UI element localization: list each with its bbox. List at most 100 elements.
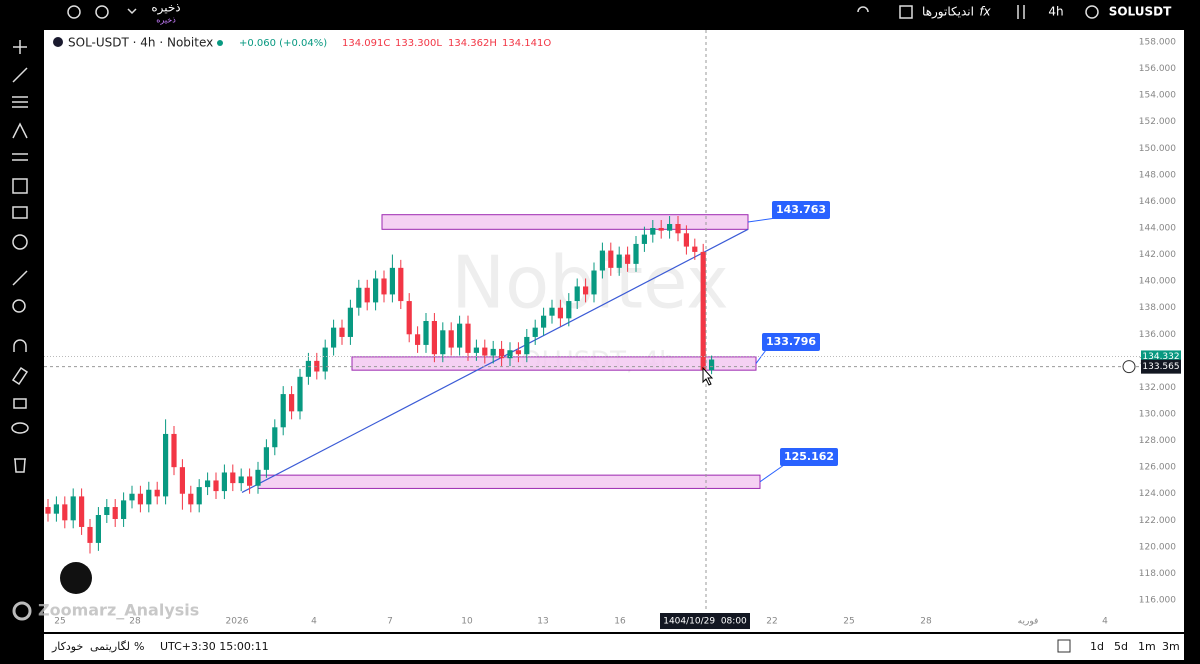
candle-body bbox=[255, 469, 261, 486]
zoom-tool[interactable] bbox=[12, 299, 26, 313]
y-tick-label: 142.000 bbox=[1139, 250, 1176, 260]
ohlc-value: 133.300L bbox=[395, 38, 442, 49]
projection-tool[interactable] bbox=[12, 153, 28, 161]
emoji-tool[interactable] bbox=[12, 234, 28, 250]
y-tick-label: 144.000 bbox=[1139, 223, 1176, 233]
x-tick-label: 10 bbox=[461, 617, 473, 627]
candle-body bbox=[465, 323, 471, 353]
candle-body bbox=[121, 500, 127, 519]
y-tick-label: 132.000 bbox=[1139, 383, 1176, 393]
y-tick-label: 120.000 bbox=[1139, 542, 1176, 552]
x-tick-label: 22 bbox=[766, 617, 777, 627]
log-scale[interactable]: لگاریتمی bbox=[90, 640, 130, 653]
range-button[interactable]: 1m bbox=[1138, 640, 1156, 653]
shape-tool[interactable] bbox=[12, 178, 28, 194]
candle-body bbox=[557, 307, 563, 319]
candle-body bbox=[53, 504, 59, 514]
add-alert[interactable] bbox=[1122, 360, 1136, 374]
text-tool[interactable] bbox=[12, 206, 28, 219]
y-tick-label: 136.000 bbox=[1139, 330, 1176, 340]
candle-body bbox=[499, 348, 505, 359]
visibility-tool[interactable] bbox=[11, 422, 29, 434]
y-tick-label: 152.000 bbox=[1139, 117, 1176, 127]
save-button[interactable]: ذخیره bbox=[151, 1, 180, 16]
symbol-logo bbox=[53, 37, 63, 47]
candle-body bbox=[331, 327, 337, 348]
candle-body bbox=[280, 394, 286, 428]
fx-icon[interactable]: fx bbox=[979, 5, 991, 19]
zone-connector bbox=[747, 217, 777, 223]
zone-label-box bbox=[780, 448, 838, 466]
y-tick-label: 158.000 bbox=[1139, 37, 1176, 47]
candle-body bbox=[238, 476, 244, 484]
candle-body bbox=[658, 227, 664, 231]
y-tick-label: 154.000 bbox=[1139, 91, 1176, 101]
credit-logo bbox=[12, 601, 32, 621]
range-button[interactable]: 3m bbox=[1162, 640, 1180, 653]
candle-body bbox=[322, 347, 328, 372]
top-toolbar: ذخیره ذخیره اندیکاتورها fx 4h SOLUSDT bbox=[67, 1, 1172, 25]
candle-body bbox=[339, 327, 345, 337]
line-tool[interactable] bbox=[12, 67, 28, 83]
pattern-tool[interactable] bbox=[12, 122, 28, 139]
indicators-button[interactable]: اندیکاتورها bbox=[922, 5, 974, 20]
interval-button[interactable]: 4h bbox=[1048, 5, 1063, 19]
zone-connector bbox=[759, 464, 785, 483]
lock-tool[interactable] bbox=[13, 398, 27, 409]
candle-body bbox=[381, 278, 387, 295]
candle-body bbox=[549, 307, 555, 316]
crosshair-price-box bbox=[1141, 359, 1181, 374]
y-tick-label: 130.000 bbox=[1139, 410, 1176, 420]
candle-body bbox=[154, 489, 160, 497]
candle-body bbox=[129, 493, 135, 501]
y-tick-label: 124.000 bbox=[1139, 489, 1176, 499]
range-button[interactable]: 5d bbox=[1114, 640, 1128, 653]
legend-change: +0.060 (+0.04%) bbox=[239, 38, 327, 49]
candle-type-icon[interactable] bbox=[1017, 5, 1025, 19]
candle-body bbox=[79, 496, 85, 527]
y-tick-label: 150.000 bbox=[1139, 144, 1176, 154]
settings-icon[interactable] bbox=[67, 5, 81, 19]
candle-body bbox=[524, 336, 530, 355]
ruler-tool[interactable] bbox=[12, 270, 28, 286]
candle-body bbox=[473, 347, 479, 353]
brand-badge bbox=[60, 562, 92, 594]
dropdown-icon[interactable] bbox=[127, 8, 137, 15]
candle-body bbox=[196, 487, 202, 505]
crosshair-tool[interactable] bbox=[13, 40, 27, 54]
symbol-button[interactable]: SOLUSDT bbox=[1109, 5, 1172, 19]
crosshair-time: 1404/10/29 08:00 bbox=[663, 617, 747, 627]
candle-body bbox=[163, 433, 169, 497]
snapshot-icon[interactable] bbox=[95, 5, 109, 19]
ohlc-value: 134.141O bbox=[502, 38, 551, 49]
magnet-tool[interactable] bbox=[13, 339, 27, 352]
auto-scale[interactable]: خودکار bbox=[51, 640, 83, 653]
delete-tool[interactable] bbox=[14, 458, 26, 473]
candle-body bbox=[247, 476, 253, 486]
range-button[interactable]: 1d bbox=[1090, 640, 1104, 653]
draw-mode-tool[interactable] bbox=[11, 366, 29, 386]
fib-tool[interactable] bbox=[12, 96, 28, 108]
layout-icon[interactable] bbox=[899, 5, 913, 19]
x-tick-label: 28 bbox=[920, 617, 932, 627]
undo-icon[interactable] bbox=[857, 6, 869, 13]
candle-body bbox=[62, 504, 68, 521]
percent-scale[interactable]: % bbox=[134, 640, 144, 653]
x-tick-label: 4 bbox=[1102, 617, 1108, 627]
candle-body bbox=[205, 480, 211, 488]
ohlc-value: 134.091C bbox=[342, 38, 390, 49]
candle-body bbox=[507, 350, 513, 359]
zone bbox=[381, 214, 749, 230]
candle-body bbox=[583, 286, 589, 295]
candle-body bbox=[591, 270, 597, 295]
y-tick-label: 128.000 bbox=[1139, 436, 1176, 446]
candle-body bbox=[532, 327, 538, 337]
candle-body bbox=[373, 278, 379, 303]
candle-body bbox=[482, 347, 488, 356]
candle-body bbox=[574, 286, 580, 302]
date-range-icon[interactable] bbox=[1057, 639, 1071, 653]
y-tick-label: 148.000 bbox=[1139, 170, 1176, 180]
add-symbol-icon[interactable] bbox=[1085, 5, 1099, 19]
crosshair-price: 133.565 bbox=[1142, 362, 1179, 372]
